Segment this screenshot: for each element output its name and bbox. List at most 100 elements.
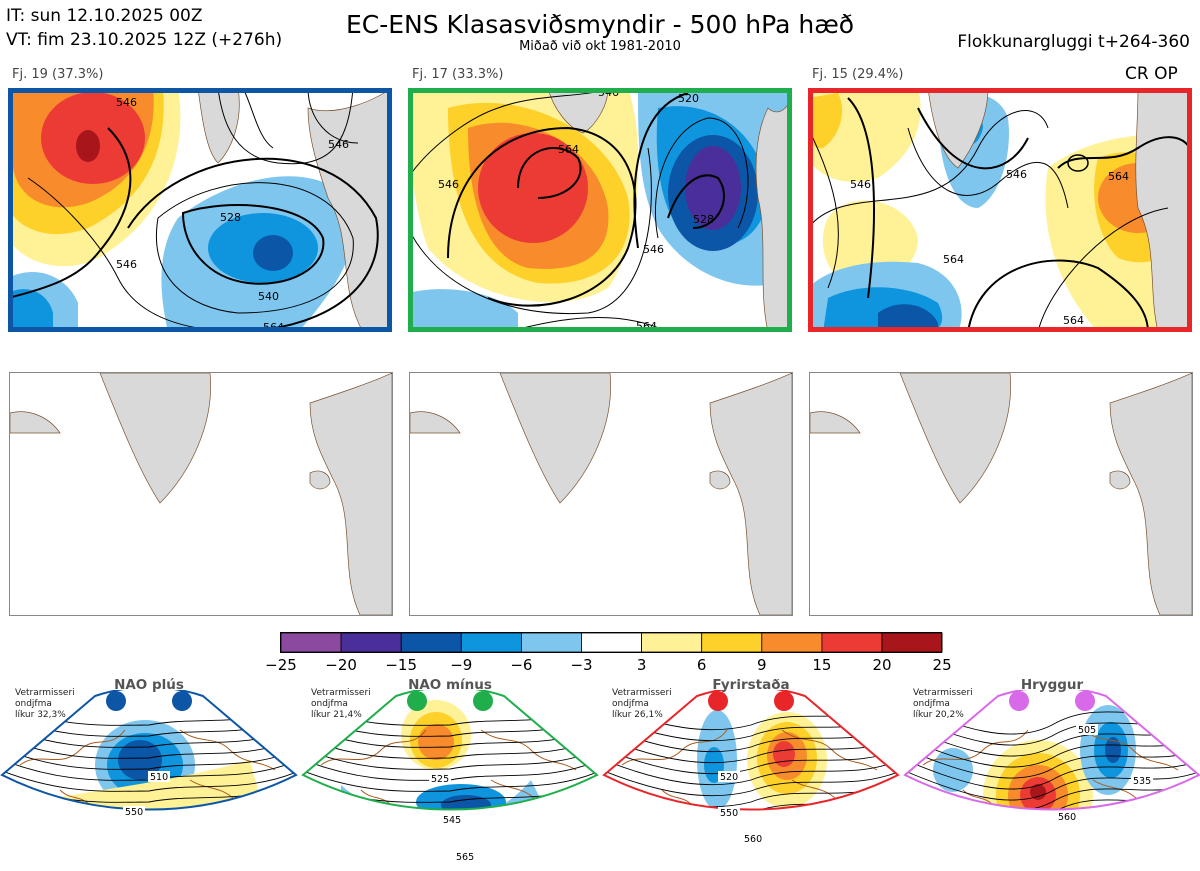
contour-label: 520	[678, 92, 699, 105]
height-contour	[303, 743, 597, 770]
regime-title: NAO plús	[114, 677, 184, 693]
height-contour	[303, 765, 597, 792]
cluster-3-label: Fj. 15 (29.4%)	[812, 67, 904, 82]
regime-marker-dot	[1009, 691, 1029, 711]
height-contour	[2, 732, 296, 759]
regime-probability-note: Vetrarmisseri ondjfma líkur 26,1%	[612, 688, 672, 720]
colorbar-bin	[340, 632, 402, 653]
cluster-3-map: 546 546 564 564 564	[808, 88, 1192, 332]
land-mass	[547, 88, 792, 332]
regime-contour-label: 550	[720, 808, 738, 819]
regime-panel: 525 545 565 NAO mínus Vetrarmisseri ondjfma lí…	[301, 677, 599, 868]
contour-label: 546	[116, 258, 137, 271]
height-contour	[905, 754, 1199, 790]
regime-marker-dot	[1075, 691, 1095, 711]
regime-contour-label: 550	[125, 807, 143, 818]
colorbar-tick-label: −20	[325, 656, 357, 674]
height-contour	[604, 743, 898, 775]
regime-contour-label: 560	[744, 834, 762, 845]
empty-map-1	[9, 372, 393, 616]
height-contour	[604, 754, 898, 786]
regime-panel: 520 550 560 Fyrirstaða Vetrarmisseri ondjfma l…	[602, 677, 900, 868]
regime-contour-label: 545	[443, 815, 461, 826]
anomaly-fill	[8, 88, 355, 332]
height-contour	[2, 743, 296, 770]
anomaly-fill	[408, 88, 792, 332]
coastline	[621, 729, 878, 810]
height-contour	[905, 732, 1199, 768]
regime-contour-label: 560	[1058, 812, 1076, 823]
contour-label: 540	[258, 290, 279, 303]
cluster-1-map: 546 528 540 546 564 546	[8, 88, 392, 332]
height-contour	[604, 732, 898, 764]
height-contour	[301, 832, 599, 857]
regime-outline	[903, 690, 1200, 811]
contour-label: 528	[693, 213, 714, 226]
contours	[808, 97, 1192, 332]
regime-marker-dot	[172, 691, 192, 711]
contour-label: 546	[116, 96, 137, 109]
colorbar-bin	[460, 632, 522, 653]
empty-map-3	[809, 372, 1193, 616]
regime-marker-dot	[473, 691, 493, 711]
contour-label: 546	[328, 138, 349, 151]
page-subtitle: Miðað við okt 1981-2010	[519, 39, 681, 54]
colorbar-bin	[581, 632, 642, 653]
anomaly-patch	[40, 760, 258, 810]
coastline	[922, 729, 1179, 810]
height-contour	[0, 832, 298, 857]
regime-title: NAO mínus	[408, 677, 492, 693]
regime-outline	[301, 690, 599, 811]
regime-contour-label: 525	[431, 774, 449, 785]
height-contour	[905, 743, 1199, 779]
regime-contour-label: 565	[456, 852, 474, 863]
colorbar-bin	[881, 632, 943, 653]
colorbar-bin	[701, 632, 763, 653]
regime-probability-note: Vetrarmisseri ondjfma líkur 21,4%	[311, 688, 371, 720]
regime-contour-label: 535	[1133, 776, 1151, 787]
regime-marker-dot	[708, 691, 728, 711]
height-contour	[903, 810, 1200, 844]
land-mass	[197, 88, 392, 332]
anomaly-patch	[1014, 849, 1042, 861]
height-contour	[0, 810, 298, 835]
contour-label: 546	[850, 178, 871, 191]
cluster-2-map: 546 564 546 528 546 520 564	[408, 88, 792, 332]
regime-marker-dot	[774, 691, 794, 711]
page-title: EC-ENS Klasasviðsmyndir - 500 hPa hæð	[345, 10, 855, 39]
regime-marker-dot	[106, 691, 126, 711]
contour-label: 546	[438, 178, 459, 191]
height-contour	[903, 821, 1200, 855]
height-contour	[905, 765, 1199, 801]
contours	[8, 88, 379, 332]
colorbar-tick-label: 9	[757, 656, 767, 674]
anomaly-patch	[418, 724, 454, 760]
regime-probability-note: Vetrarmisseri ondjfma líkur 32,3%	[15, 688, 75, 720]
contours	[408, 88, 749, 332]
colorbar-bin	[641, 632, 703, 653]
colorbar-bin	[400, 632, 462, 653]
colorbar-bin	[761, 632, 823, 653]
coastline	[320, 729, 577, 810]
contour-label: 546	[1006, 168, 1027, 181]
regime-contour-label: 505	[1078, 725, 1096, 736]
colorbar-tick-label: −9	[450, 656, 473, 674]
contour-label: 564	[558, 143, 579, 156]
cluster-3-frame	[808, 88, 1192, 332]
contour-label: 564	[1063, 314, 1084, 327]
regime-contour-label: 510	[150, 772, 168, 783]
regime-marker-dot	[407, 691, 427, 711]
anomaly-patch	[773, 741, 795, 767]
cluster-2-label: Fj. 17 (33.3%)	[412, 67, 504, 82]
coastline	[19, 729, 276, 810]
contour-label: 546	[643, 243, 664, 256]
cluster-window: Flokkunargluggi t+264-360	[957, 32, 1190, 52]
regime-title: Hryggur	[1020, 677, 1084, 693]
anomaly-patch	[933, 748, 973, 792]
colorbar-tick-label: 25	[932, 656, 952, 674]
regime-outline	[0, 690, 298, 811]
colorbar-bin	[280, 632, 342, 653]
height-contour	[0, 821, 298, 846]
height-contour	[2, 765, 296, 792]
height-contour	[303, 732, 597, 759]
